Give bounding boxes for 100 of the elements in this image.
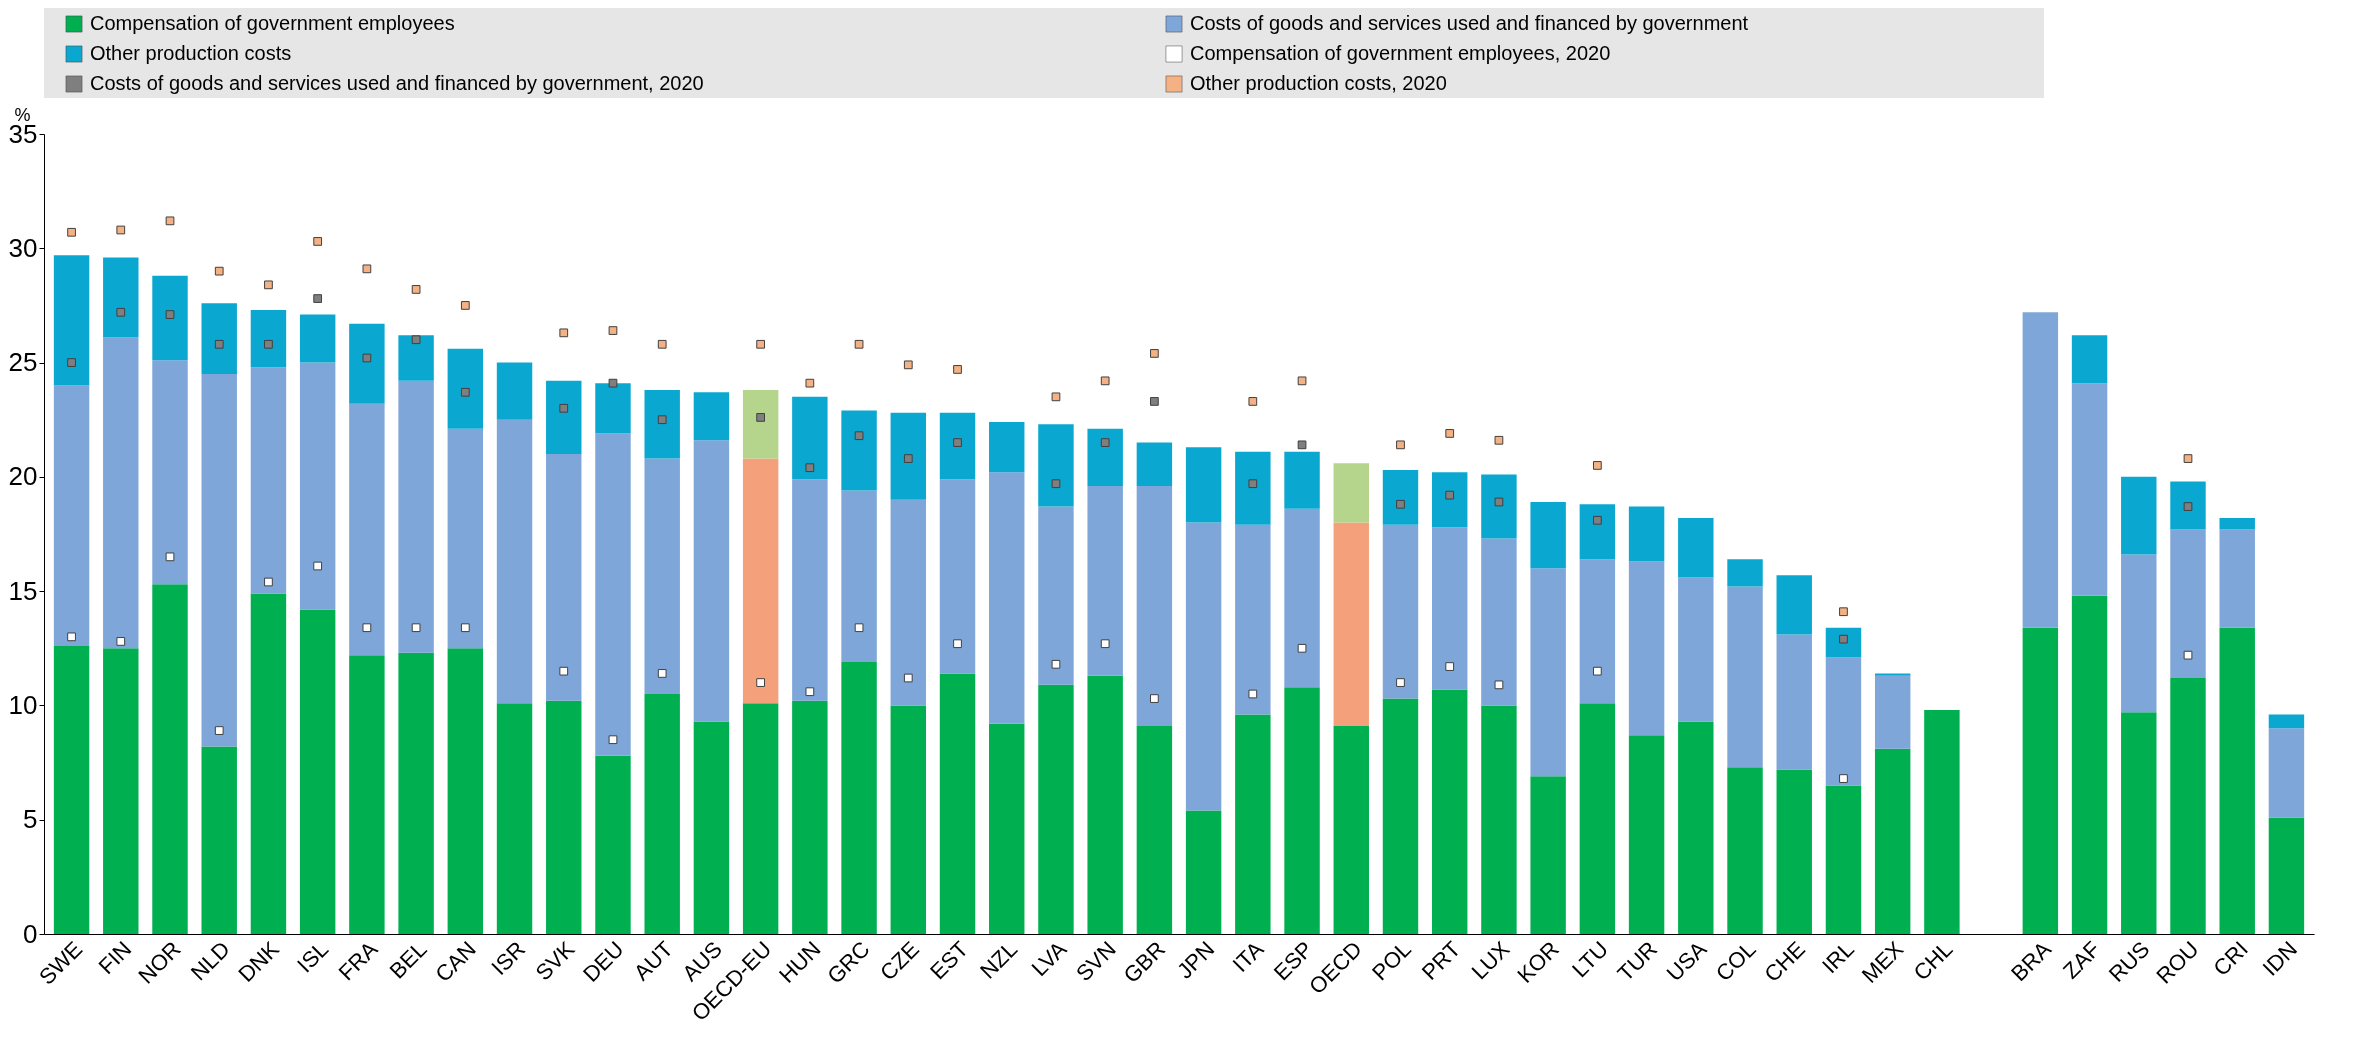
bar xyxy=(546,380,582,454)
point xyxy=(1051,392,1061,402)
point xyxy=(67,358,76,367)
bar xyxy=(152,275,188,361)
point xyxy=(1150,694,1159,703)
bar xyxy=(595,433,631,756)
point xyxy=(559,328,569,338)
bar xyxy=(595,755,631,934)
point xyxy=(559,666,569,676)
bar xyxy=(2219,529,2255,628)
x-tick-label: BRA xyxy=(2006,936,2057,987)
point xyxy=(953,639,962,649)
bar xyxy=(201,374,237,747)
bar xyxy=(1579,504,1616,560)
point xyxy=(1248,479,1258,489)
bar xyxy=(1431,527,1468,690)
point xyxy=(2183,650,2193,660)
point xyxy=(1445,429,1455,438)
bar xyxy=(742,703,779,934)
bar xyxy=(1481,705,1517,934)
point xyxy=(657,415,667,425)
bar xyxy=(2170,481,2206,530)
bar xyxy=(1136,442,1173,486)
bar xyxy=(989,723,1025,934)
point xyxy=(1494,435,1504,445)
point xyxy=(1592,666,1602,676)
bar xyxy=(103,337,139,649)
point xyxy=(756,678,766,687)
bar xyxy=(2219,627,2255,934)
bar xyxy=(1333,522,1369,726)
bar xyxy=(841,410,877,491)
bar xyxy=(53,646,90,934)
point xyxy=(1445,490,1455,500)
y-tick-label: 5 xyxy=(23,804,38,835)
bar xyxy=(989,472,1025,724)
point xyxy=(953,365,962,374)
bar xyxy=(1235,524,1271,715)
bar xyxy=(2022,312,2059,628)
point xyxy=(214,266,224,276)
point xyxy=(264,280,273,290)
point xyxy=(805,687,815,697)
point xyxy=(214,726,224,735)
point xyxy=(805,463,815,473)
bar xyxy=(398,335,434,381)
bar xyxy=(201,303,237,374)
bar xyxy=(1431,689,1468,934)
bar xyxy=(644,458,680,694)
bar xyxy=(53,385,90,646)
bar xyxy=(447,428,484,649)
point xyxy=(1100,438,1110,447)
bar xyxy=(1333,463,1369,523)
bar xyxy=(1727,559,1763,587)
point xyxy=(264,339,273,349)
bar xyxy=(349,655,385,934)
point xyxy=(116,225,126,235)
bar xyxy=(989,422,1025,473)
bar xyxy=(1382,470,1419,525)
bar xyxy=(742,390,779,459)
bar xyxy=(103,257,139,338)
x-tick-label: LTU xyxy=(1567,936,1613,983)
point xyxy=(903,454,913,463)
bar xyxy=(201,746,237,934)
point xyxy=(411,623,421,633)
bar xyxy=(2071,335,2108,384)
point xyxy=(460,623,470,633)
y-tick-label: 20 xyxy=(8,461,38,492)
point xyxy=(1051,659,1061,669)
point xyxy=(1839,774,1848,783)
x-tick-label: CRI xyxy=(2208,936,2253,981)
point xyxy=(608,326,618,335)
bar xyxy=(1185,522,1222,811)
x-tick-label: CHL xyxy=(1908,936,1958,986)
point xyxy=(1150,397,1159,406)
point xyxy=(1051,479,1061,489)
bar xyxy=(792,396,828,480)
bar xyxy=(1185,447,1222,523)
point xyxy=(214,339,224,349)
bar xyxy=(841,662,877,934)
point xyxy=(165,310,175,319)
bar xyxy=(1874,748,1911,934)
bar xyxy=(644,390,680,459)
bar xyxy=(1776,769,1812,934)
bar xyxy=(1382,524,1419,699)
bar xyxy=(1481,474,1517,539)
bar xyxy=(1235,714,1271,934)
bar xyxy=(152,360,188,585)
bar xyxy=(250,367,287,594)
bar xyxy=(1185,810,1222,934)
bar xyxy=(1628,506,1665,562)
point xyxy=(313,561,323,571)
bar xyxy=(1038,506,1074,685)
bar xyxy=(1235,451,1271,525)
bar xyxy=(1136,726,1173,934)
bar xyxy=(595,383,631,434)
point xyxy=(165,216,175,226)
point xyxy=(1150,349,1159,358)
point xyxy=(1494,497,1504,507)
bar xyxy=(1776,634,1812,770)
point xyxy=(460,301,470,310)
point xyxy=(1445,662,1455,671)
